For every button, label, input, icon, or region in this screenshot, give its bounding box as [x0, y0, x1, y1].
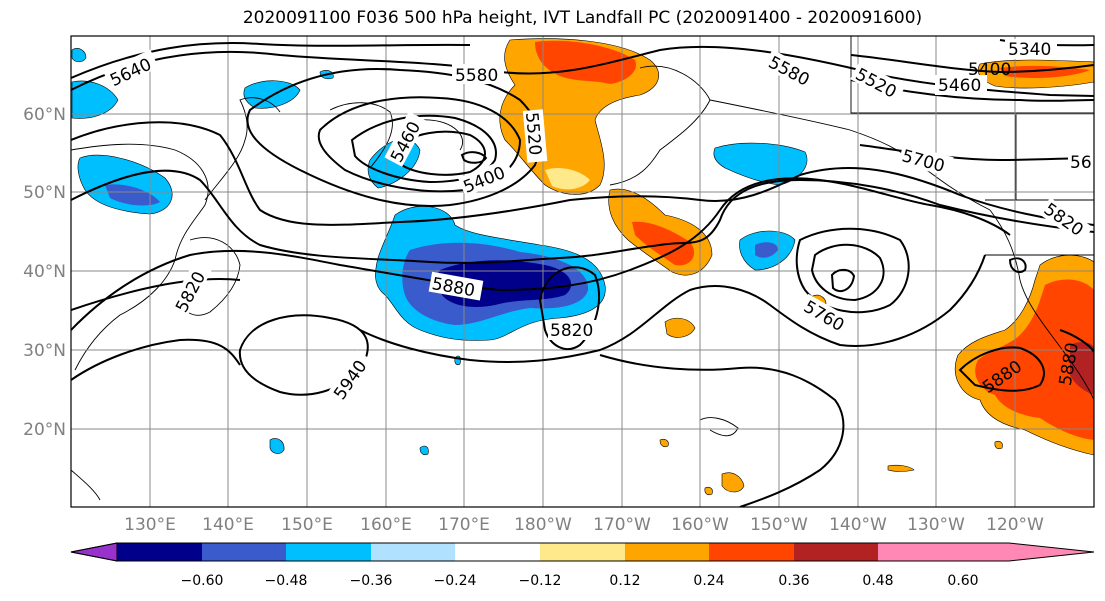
contour-label: 5580 [455, 66, 498, 86]
colorbar-segment [709, 543, 794, 561]
pos-anomaly-shading [887, 464, 915, 472]
neg-anomaly-shading [755, 242, 778, 258]
neg-anomaly-shading [71, 48, 87, 63]
pos-anomaly-shading [704, 486, 713, 496]
height-contour [71, 338, 241, 381]
neg-anomaly-shading [77, 154, 173, 215]
ivt-shading [71, 38, 1094, 496]
colorbar-segment [371, 543, 455, 561]
pos-anomaly-shading [1070, 342, 1094, 395]
height-contour [830, 268, 856, 293]
contour-label: 5340 [1008, 40, 1051, 60]
colorbar-tick: 0.60 [947, 573, 978, 589]
pos-anomaly-shading [659, 438, 669, 448]
colorbar-segment [540, 543, 625, 561]
lat-label-40n: 40°N [23, 262, 66, 282]
height-contour [460, 151, 488, 164]
lon-label: 120°W [986, 515, 1044, 535]
height-contour [71, 121, 1094, 226]
height-contour [71, 169, 1094, 264]
height-contour [71, 278, 241, 311]
map-title: 2020091100 F036 500 hPa height, IVT Land… [242, 8, 923, 28]
colorbar: −0.60 −0.48 −0.36 −0.24 −0.12 0.12 0.24 … [70, 542, 1095, 589]
neg-anomaly-shading [269, 438, 285, 454]
lon-label: 160°W [671, 515, 729, 535]
colorbar-tick: 0.36 [778, 573, 809, 589]
lon-label: 180°W [514, 515, 572, 535]
colorbar-segment [794, 543, 878, 561]
colorbar-segment [202, 543, 286, 561]
height-contour [958, 346, 1045, 392]
latitude-axis: 60°N 50°N 40°N 30°N 20°N [23, 105, 66, 440]
height-contour [795, 227, 910, 314]
colorbar-segment [625, 543, 709, 561]
height-contour [71, 45, 1094, 97]
pos-anomaly-shading [535, 40, 636, 84]
lon-label: 150°W [750, 515, 808, 535]
pos-anomaly-shading [721, 472, 745, 493]
lon-label: 170°E [438, 515, 490, 535]
lon-label: 130°E [124, 515, 176, 535]
pos-anomaly-shading [545, 168, 590, 190]
coastlines [71, 36, 1094, 501]
height-contour [71, 177, 1011, 331]
height-contour [859, 144, 1094, 162]
colorbar-segment [878, 543, 963, 561]
lat-label-60n: 60°N [23, 105, 66, 125]
height-contour [538, 266, 600, 350]
height-contour [359, 254, 986, 363]
height-contour [599, 354, 845, 507]
colorbar-tick: −0.36 [350, 573, 393, 589]
lon-label: 170°W [593, 515, 651, 535]
height-contour [1059, 329, 1094, 353]
lat-label-30n: 30°N [23, 341, 66, 361]
lon-label: 140°E [202, 515, 254, 535]
lon-label: 160°E [360, 515, 412, 535]
colorbar-tick: 0.12 [609, 573, 640, 589]
colorbar-extend-high [963, 543, 1094, 561]
height-contour [1008, 257, 1027, 273]
contour-label: 56 [1070, 153, 1092, 173]
colorbar-tick: −0.48 [265, 573, 308, 589]
height-contour [810, 243, 885, 302]
lat-label-50n: 50°N [23, 183, 66, 203]
height-contours [71, 39, 1094, 507]
colorbar-tick: −0.24 [434, 573, 477, 589]
lon-label: 130°W [907, 515, 965, 535]
lon-label: 140°W [829, 515, 887, 535]
contour-label: 5520 [521, 111, 545, 156]
colorbar-segment [286, 543, 371, 561]
map-frame [70, 35, 1095, 508]
colorbar-extend-low [70, 542, 118, 562]
lon-label: 150°E [281, 515, 333, 535]
colorbar-tick: −0.12 [519, 573, 562, 589]
lat-label-20n: 20°N [23, 420, 66, 440]
colorbar-tick: 0.24 [693, 573, 724, 589]
pos-anomaly-shading [994, 440, 1003, 450]
height-contour [71, 42, 471, 79]
neg-anomaly-shading [105, 184, 160, 206]
contour-label: 5700 [900, 146, 947, 177]
height-contour [246, 68, 541, 207]
pos-anomaly-shading [975, 279, 1094, 440]
pos-anomaly-shading [664, 317, 696, 338]
contour-label: 5820 [550, 321, 593, 341]
colorbar-tick: −0.60 [181, 573, 224, 589]
longitude-axis: 130°E 140°E 150°E 160°E 170°E 180°W 170°… [124, 515, 1044, 535]
neg-anomaly-shading [419, 445, 429, 456]
contour-label: 5460 [938, 76, 981, 96]
height-contour [850, 54, 1094, 74]
colorbar-segment [455, 543, 540, 561]
height-contour [393, 130, 486, 176]
colorbar-tick: 0.48 [862, 573, 893, 589]
height-contour [317, 96, 522, 193]
colorbar-segment [117, 543, 202, 561]
